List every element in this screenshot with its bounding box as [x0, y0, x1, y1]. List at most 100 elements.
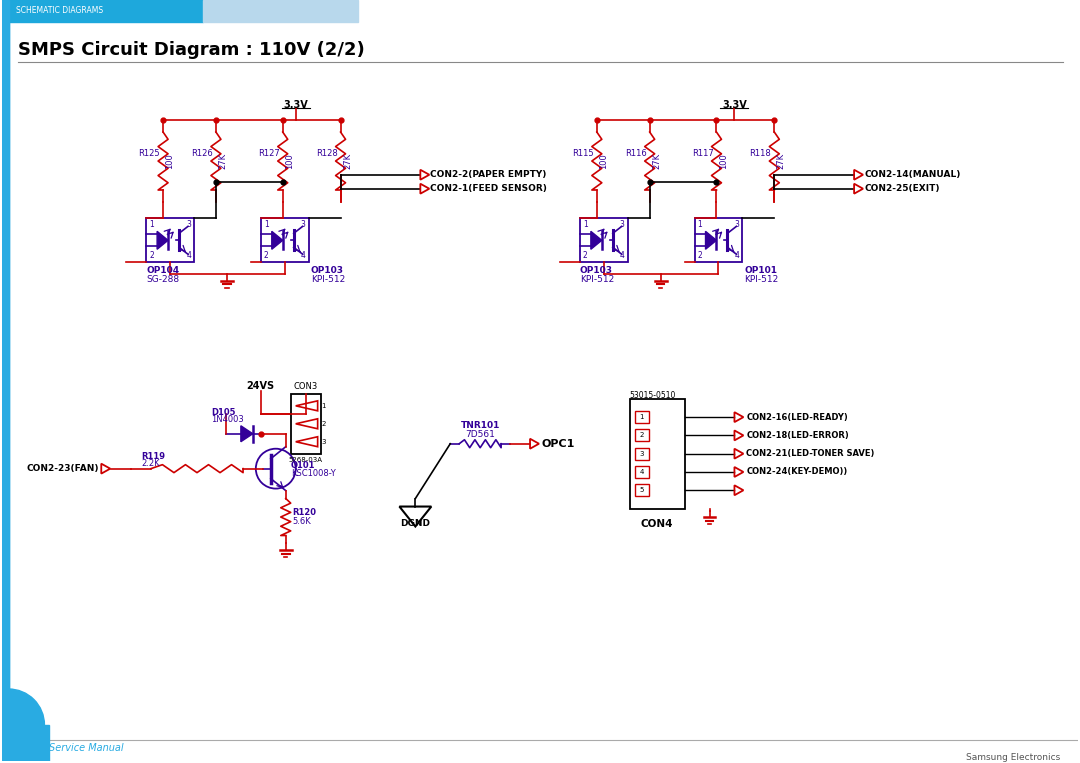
Text: 3: 3: [322, 439, 326, 445]
Bar: [635, 448, 649, 459]
Bar: [630, 399, 685, 508]
Bar: [635, 485, 649, 496]
Text: CON2-24(KEY-DEMO)): CON2-24(KEY-DEMO)): [746, 468, 848, 476]
Circle shape: [13, 736, 44, 763]
Text: R115: R115: [572, 149, 594, 157]
Text: KPI-512: KPI-512: [744, 275, 779, 284]
Text: 5.6K: 5.6K: [293, 517, 311, 526]
Text: KSC1008-Y: KSC1008-Y: [291, 468, 336, 478]
Text: 2: 2: [698, 251, 702, 260]
Text: 1: 1: [583, 221, 588, 230]
Text: 3: 3: [186, 221, 191, 230]
Text: R120: R120: [293, 507, 316, 517]
Text: 100: 100: [719, 153, 728, 169]
Text: CON2-23(FAN): CON2-23(FAN): [27, 464, 99, 473]
Text: 4: 4: [301, 251, 306, 260]
Text: 2: 2: [583, 251, 588, 260]
Text: 100: 100: [165, 153, 175, 169]
Polygon shape: [705, 231, 716, 250]
Text: 4: 4: [620, 251, 624, 260]
Text: 27K: 27K: [777, 153, 786, 169]
Text: R118: R118: [750, 149, 771, 157]
Text: 53015-0510: 53015-0510: [630, 391, 676, 400]
Text: CON2-25(EXIT): CON2-25(EXIT): [864, 184, 940, 193]
Text: R128: R128: [315, 149, 338, 157]
Text: CON3: CON3: [294, 382, 318, 391]
Text: Service Manual: Service Manual: [50, 743, 124, 753]
Text: R125: R125: [138, 149, 160, 157]
Text: 24VS: 24VS: [246, 381, 275, 391]
Text: 2: 2: [639, 433, 644, 439]
Text: KPI-512: KPI-512: [580, 275, 615, 284]
Text: 2: 2: [322, 420, 326, 427]
Text: D105: D105: [211, 407, 235, 417]
Text: CON2-2(PAPER EMPTY): CON2-2(PAPER EMPTY): [430, 170, 546, 179]
Bar: [635, 411, 649, 423]
Text: CON2-18(LED-ERROR): CON2-18(LED-ERROR): [746, 431, 849, 440]
Text: Q101: Q101: [291, 461, 315, 470]
Text: 3.3V: 3.3V: [283, 100, 308, 110]
Text: 3: 3: [620, 221, 624, 230]
Text: 2: 2: [264, 251, 269, 260]
Text: R117: R117: [692, 149, 714, 157]
Text: 1: 1: [264, 221, 269, 230]
Text: 5268-03A: 5268-03A: [288, 457, 323, 462]
Bar: [9, 0, 203, 22]
Text: 1: 1: [322, 403, 326, 409]
Text: CON2-1(FEED SENSOR): CON2-1(FEED SENSOR): [430, 184, 548, 193]
Text: R116: R116: [625, 149, 647, 157]
Text: 27K: 27K: [652, 153, 661, 169]
Bar: [146, 218, 194, 262]
Text: 7D561: 7D561: [465, 430, 495, 439]
Bar: [1, 725, 50, 761]
Polygon shape: [272, 231, 283, 250]
Text: CON2-16(LED-READY): CON2-16(LED-READY): [746, 413, 848, 422]
Text: 4: 4: [734, 251, 740, 260]
Text: 1: 1: [698, 221, 702, 230]
Text: 1: 1: [639, 414, 644, 420]
Text: 3.3V: 3.3V: [723, 100, 746, 110]
Polygon shape: [241, 426, 253, 442]
Circle shape: [0, 689, 44, 761]
Text: OPC1: OPC1: [542, 439, 576, 449]
Text: 1N4003: 1N4003: [211, 415, 244, 423]
Text: OP103: OP103: [311, 266, 343, 275]
Text: 3: 3: [639, 451, 644, 457]
Polygon shape: [591, 231, 602, 250]
Bar: [694, 218, 742, 262]
Bar: [580, 218, 627, 262]
Text: SCHEMATIC DIAGRAMS: SCHEMATIC DIAGRAMS: [15, 6, 103, 15]
Bar: [635, 430, 649, 442]
Text: 2: 2: [149, 251, 153, 260]
Text: Samsung Electronics: Samsung Electronics: [967, 753, 1061, 762]
Text: 1: 1: [149, 221, 153, 230]
Bar: [260, 218, 309, 262]
Text: CON2-21(LED-TONER SAVE): CON2-21(LED-TONER SAVE): [746, 449, 875, 459]
Text: 3: 3: [301, 221, 306, 230]
Text: 100: 100: [285, 153, 294, 169]
Bar: [291, 394, 321, 454]
Text: SG-288: SG-288: [146, 275, 179, 284]
Text: 4: 4: [639, 469, 644, 475]
Text: 100: 100: [599, 153, 608, 169]
Text: 27K: 27K: [218, 153, 228, 169]
Text: 5: 5: [639, 488, 644, 493]
Text: R127: R127: [258, 149, 280, 157]
Bar: [1, 0, 9, 761]
Text: SMPS Circuit Diagram : 110V (2/2): SMPS Circuit Diagram : 110V (2/2): [17, 41, 364, 59]
Bar: [1, 0, 9, 761]
Text: DGND: DGND: [401, 520, 430, 529]
Text: TNR101: TNR101: [460, 420, 500, 430]
Text: R126: R126: [191, 149, 213, 157]
Text: 4: 4: [186, 251, 191, 260]
Polygon shape: [157, 231, 168, 250]
Bar: [635, 466, 649, 478]
Text: CON4: CON4: [640, 519, 674, 529]
Text: 2.2K: 2.2K: [141, 459, 160, 468]
Text: OP103: OP103: [580, 266, 612, 275]
Text: 3: 3: [734, 221, 740, 230]
Bar: [203, 0, 357, 22]
Text: OP101: OP101: [744, 266, 778, 275]
Text: OP104: OP104: [146, 266, 179, 275]
Text: R119: R119: [141, 452, 165, 461]
